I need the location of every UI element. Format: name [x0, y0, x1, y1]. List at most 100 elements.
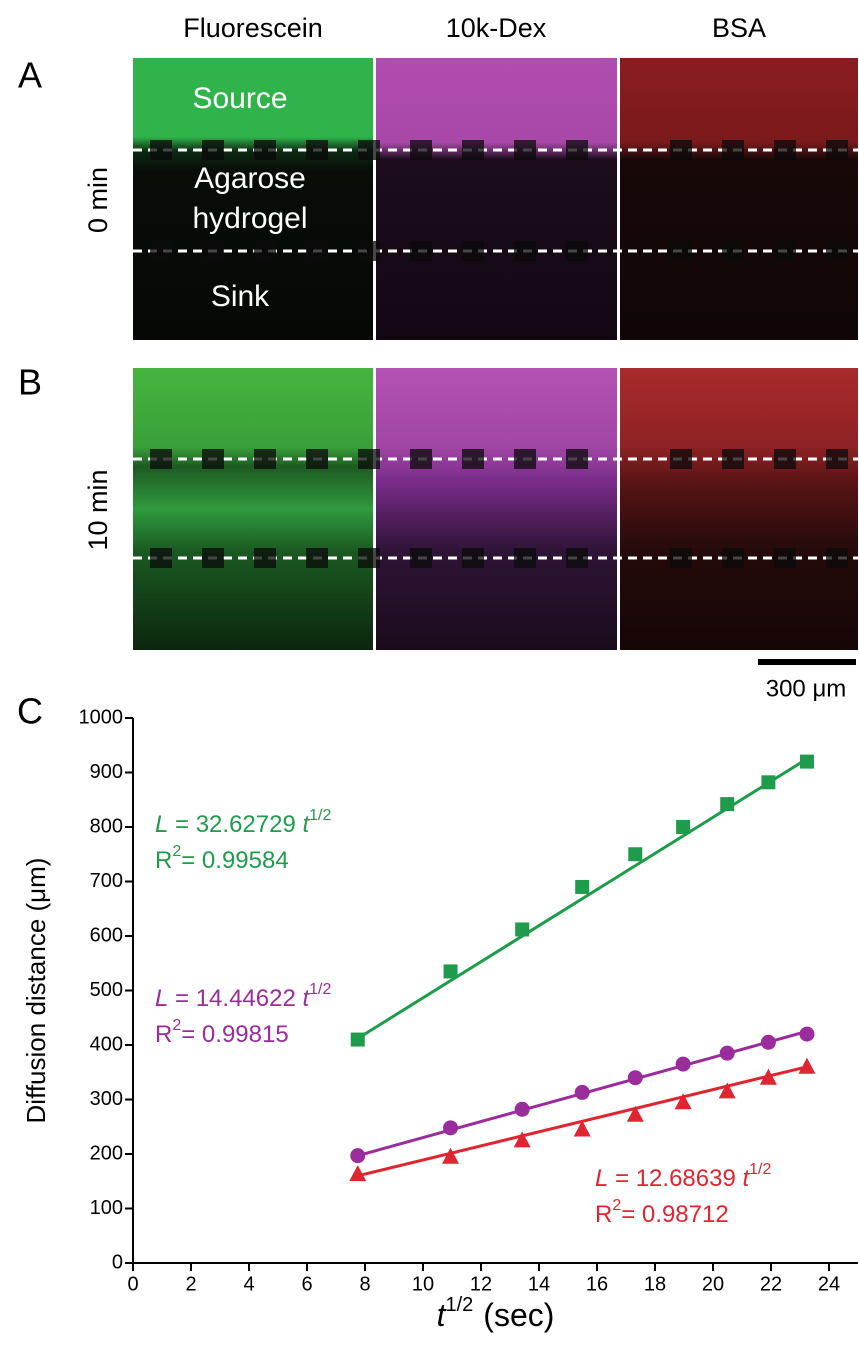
post — [566, 548, 588, 568]
eq-t: t — [302, 811, 310, 838]
scale-label: 300 μm — [766, 675, 847, 702]
r-val: = 0.99815 — [181, 1021, 288, 1048]
y-tick-label: 0 — [112, 1251, 123, 1273]
post — [202, 241, 224, 261]
marker — [627, 1070, 643, 1086]
r-val: = 0.98712 — [621, 1201, 728, 1228]
post — [566, 241, 588, 261]
post — [774, 140, 796, 160]
marker — [675, 1056, 691, 1072]
eq-var: L — [595, 1165, 608, 1192]
marker — [575, 879, 590, 894]
y-tick-label: 400 — [90, 1033, 123, 1055]
eq-sup: 1/2 — [749, 1161, 771, 1178]
x-tick-label: 18 — [644, 1273, 666, 1295]
row-label: 0 min — [83, 167, 113, 233]
x-tick-label: 10 — [412, 1273, 434, 1295]
posts — [150, 140, 848, 568]
image — [620, 368, 858, 650]
r-var: R — [155, 1021, 172, 1048]
post — [150, 548, 172, 568]
marker — [720, 797, 735, 812]
post — [410, 449, 432, 469]
post — [150, 241, 172, 261]
column-header: BSA — [712, 13, 766, 43]
region-label: Agarose — [194, 162, 306, 195]
column-header: Fluorescein — [183, 13, 323, 43]
post — [410, 241, 432, 261]
eq-body: = 32.62729 — [168, 811, 302, 838]
region-label: hydrogel — [192, 202, 307, 235]
r-val: = 0.99584 — [181, 847, 288, 874]
x-tick-label: 0 — [127, 1273, 138, 1295]
eq-body: = 14.44622 — [168, 985, 302, 1012]
r-squared: R2= 0.98712 — [595, 1197, 729, 1228]
post — [410, 548, 432, 568]
marker — [628, 847, 643, 862]
micrographs — [133, 58, 858, 650]
post — [358, 449, 380, 469]
r-squared: R2= 0.99815 — [155, 1017, 289, 1048]
marker — [719, 1045, 735, 1061]
equation: L = 12.68639 t1/2 — [595, 1161, 772, 1192]
post — [462, 449, 484, 469]
marker — [350, 1148, 366, 1164]
column-header: 10k-Dex — [446, 13, 547, 43]
post — [358, 548, 380, 568]
x-tick-label: 22 — [760, 1273, 782, 1295]
equation: L = 32.62729 t1/2 — [155, 807, 332, 838]
marker — [442, 1147, 460, 1164]
post — [826, 548, 848, 568]
image — [620, 58, 858, 340]
eq-var: L — [155, 985, 168, 1012]
y-tick-label: 900 — [90, 761, 123, 783]
post — [358, 140, 380, 160]
post — [722, 140, 744, 160]
x-label-unit: (sec) — [483, 1297, 554, 1333]
x-tick-label: 16 — [586, 1273, 608, 1295]
marker — [798, 1057, 816, 1074]
x-tick-label: 20 — [702, 1273, 724, 1295]
post — [150, 449, 172, 469]
image — [133, 368, 373, 650]
eq-var: L — [155, 811, 168, 838]
image — [376, 368, 617, 650]
post — [774, 241, 796, 261]
x-tick-label: 12 — [470, 1273, 492, 1295]
x-label-var: t — [437, 1297, 447, 1333]
equation: L = 14.44622 t1/2 — [155, 981, 332, 1012]
post — [514, 241, 536, 261]
x-tick-label: 2 — [185, 1273, 196, 1295]
region-label: Source — [192, 82, 287, 115]
post — [826, 241, 848, 261]
post — [202, 548, 224, 568]
marker — [759, 1068, 777, 1085]
panel-label: B — [18, 362, 42, 403]
post — [566, 449, 588, 469]
marker — [626, 1105, 644, 1122]
region-label: Sink — [211, 280, 270, 313]
y-axis-label: Diffusion distance (μm) — [21, 858, 51, 1124]
y-tick-label: 600 — [90, 924, 123, 946]
y-tick-label: 100 — [90, 1197, 123, 1219]
marker — [799, 1026, 815, 1042]
r-sup: 2 — [172, 1017, 181, 1034]
post — [202, 449, 224, 469]
post — [670, 140, 692, 160]
marker — [674, 1093, 692, 1110]
post — [202, 140, 224, 160]
y-tick-label: 500 — [90, 979, 123, 1001]
marker — [443, 964, 458, 979]
fit-line — [356, 757, 808, 1040]
y-tick-label: 300 — [90, 1088, 123, 1110]
post — [254, 548, 276, 568]
eq-sup: 1/2 — [309, 981, 331, 998]
image — [376, 58, 617, 340]
row-label: 10 min — [83, 469, 113, 550]
post — [774, 548, 796, 568]
post — [670, 449, 692, 469]
marker — [718, 1082, 736, 1099]
marker — [350, 1032, 365, 1047]
